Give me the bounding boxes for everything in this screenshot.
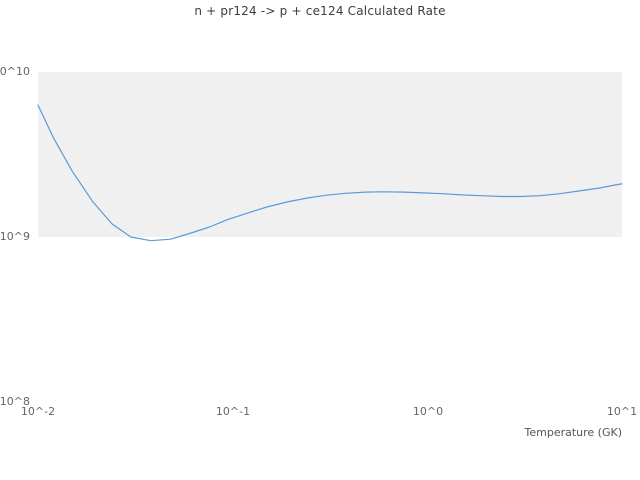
- chart-title: n + pr124 -> p + ce124 Calculated Rate: [194, 4, 446, 18]
- y-tick-1e8: 10^8: [0, 395, 30, 408]
- x-axis-title: Temperature (GK): [524, 426, 623, 439]
- x-tick-1e-2: 10^-2: [20, 405, 56, 418]
- y-tick-1e10: 10^10: [0, 65, 30, 78]
- rate-line-svg: [37, 104, 623, 242]
- x-tick-1e-1: 10^-1: [215, 405, 251, 418]
- x-tick-1e0: 10^0: [412, 405, 444, 418]
- decade-band: [38, 72, 622, 237]
- y-tick-1e9: 10^9: [0, 230, 30, 243]
- plot-area: [37, 72, 623, 402]
- x-tick-1e1: 10^1: [606, 405, 638, 418]
